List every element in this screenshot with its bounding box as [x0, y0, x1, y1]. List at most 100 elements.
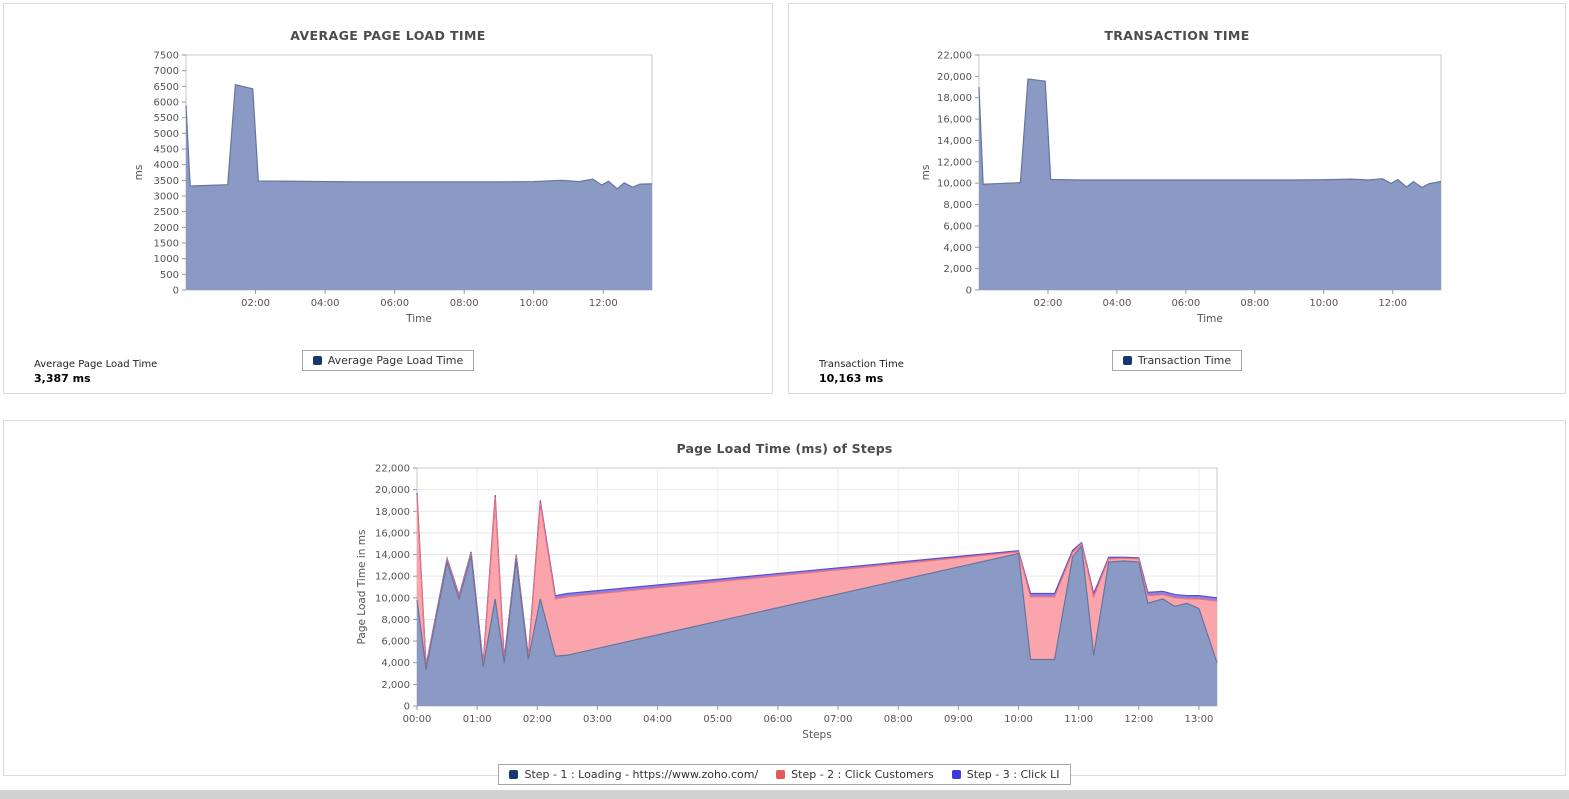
legend-label: Step - 3 : Click LI — [966, 768, 1060, 781]
legend-marker-icon — [1122, 356, 1132, 365]
summary-value: 10,163 ms — [819, 372, 884, 385]
legend-label: Transaction Time — [1137, 354, 1232, 367]
legend-row: Transaction Time — [789, 350, 1565, 371]
svg-text:4,000: 4,000 — [381, 658, 410, 669]
svg-text:11:00: 11:00 — [1064, 714, 1093, 725]
legend-row: Step - 1 : Loading - https://www.zoho.co… — [4, 764, 1565, 785]
svg-text:02:00: 02:00 — [1034, 298, 1063, 309]
svg-text:3000: 3000 — [154, 192, 179, 203]
svg-text:10,000: 10,000 — [937, 179, 972, 190]
svg-text:12,000: 12,000 — [937, 157, 972, 168]
svg-text:09:00: 09:00 — [943, 714, 972, 725]
svg-text:14,000: 14,000 — [375, 550, 410, 561]
svg-text:7000: 7000 — [154, 66, 179, 77]
steps-chart: 0 2,000 4,000 6,000 8,000 10,000 12,000 14,000 1… — [356, 464, 1218, 741]
legend-marker-icon — [951, 770, 961, 779]
svg-text:7500: 7500 — [154, 51, 179, 62]
panel-average-page-load: AVERAGE PAGE LOAD TIME 0 500 1000 1500 2000 2… — [3, 3, 773, 394]
svg-text:02:00: 02:00 — [522, 714, 551, 725]
svg-text:20,000: 20,000 — [937, 72, 972, 83]
legend-marker-icon — [776, 770, 786, 779]
svg-text:05:00: 05:00 — [703, 714, 732, 725]
svg-text:04:00: 04:00 — [643, 714, 672, 725]
svg-text:500: 500 — [160, 270, 179, 281]
svg-text:10:00: 10:00 — [519, 298, 548, 309]
svg-text:10,000: 10,000 — [375, 593, 410, 604]
svg-text:22,000: 22,000 — [937, 51, 972, 62]
svg-text:1000: 1000 — [154, 254, 179, 265]
svg-text:03:00: 03:00 — [583, 714, 612, 725]
average-page-load-summary: Average Page Load Time 3,387 ms — [34, 359, 157, 385]
svg-text:06:00: 06:00 — [763, 714, 792, 725]
legend-entry[interactable]: Step - 2 : Click Customers — [776, 768, 934, 781]
svg-text:0: 0 — [966, 286, 972, 297]
svg-text:13:00: 13:00 — [1184, 714, 1213, 725]
panel-steps: Page Load Time (ms) of Steps 0 2,000 4,000… — [3, 420, 1566, 785]
svg-text:0: 0 — [403, 702, 409, 713]
svg-text:08:00: 08:00 — [450, 298, 479, 309]
svg-text:6000: 6000 — [154, 98, 179, 109]
svg-text:14,000: 14,000 — [937, 136, 972, 147]
svg-text:Time: Time — [405, 313, 432, 325]
svg-text:5000: 5000 — [154, 129, 179, 140]
svg-text:08:00: 08:00 — [883, 714, 912, 725]
svg-text:0: 0 — [173, 286, 179, 297]
summary-value: 3,387 ms — [34, 372, 91, 385]
legend-entry[interactable]: Average Page Load Time — [312, 354, 464, 367]
summary-label: Average Page Load Time — [34, 359, 158, 370]
svg-text:ms: ms — [920, 165, 932, 181]
steps-legend: Step - 1 : Loading - https://www.zoho.co… — [498, 764, 1071, 785]
svg-text:04:00: 04:00 — [1102, 298, 1131, 309]
svg-text:18,000: 18,000 — [375, 507, 410, 518]
svg-text:22,000: 22,000 — [375, 464, 410, 475]
legend-marker-icon — [509, 770, 519, 779]
legend-marker-icon — [312, 356, 322, 365]
page-footer-strip — [0, 790, 1569, 799]
average-page-load-legend: Average Page Load Time — [301, 350, 475, 371]
svg-text:02:00: 02:00 — [241, 298, 270, 309]
svg-text:Steps: Steps — [802, 729, 831, 741]
legend-entry[interactable]: Step - 3 : Click LI — [951, 768, 1060, 781]
transaction-time-summary: Transaction Time 10,163 ms — [819, 359, 904, 385]
svg-text:6,000: 6,000 — [381, 637, 410, 648]
legend-label: Step - 2 : Click Customers — [791, 768, 934, 781]
panel-transaction-time: TRANSACTION TIME 0 2,000 4,000 6,000 8,000 10… — [788, 3, 1566, 394]
svg-text:2,000: 2,000 — [943, 264, 972, 275]
summary-label: Transaction Time — [819, 359, 904, 370]
svg-text:4500: 4500 — [154, 145, 179, 156]
svg-text:12:00: 12:00 — [589, 298, 618, 309]
svg-text:12,000: 12,000 — [375, 572, 410, 583]
svg-text:8,000: 8,000 — [943, 200, 972, 211]
legend-label: Step - 1 : Loading - https://www.zoho.co… — [524, 768, 759, 781]
top-row: AVERAGE PAGE LOAD TIME 0 500 1000 1500 2000 2… — [3, 3, 1566, 394]
svg-text:07:00: 07:00 — [823, 714, 852, 725]
svg-text:20,000: 20,000 — [375, 485, 410, 496]
svg-text:2500: 2500 — [154, 207, 179, 218]
svg-text:4,000: 4,000 — [943, 243, 972, 254]
svg-text:18,000: 18,000 — [937, 93, 972, 104]
svg-text:00:00: 00:00 — [402, 714, 431, 725]
svg-text:04:00: 04:00 — [311, 298, 340, 309]
chart-title-average-page-load: AVERAGE PAGE LOAD TIME — [290, 28, 486, 43]
legend-entry[interactable]: Step - 1 : Loading - https://www.zoho.co… — [509, 768, 758, 781]
svg-text:16,000: 16,000 — [375, 528, 410, 539]
svg-text:12:00: 12:00 — [1124, 714, 1153, 725]
svg-text:8,000: 8,000 — [381, 615, 410, 626]
svg-text:5500: 5500 — [154, 113, 179, 124]
svg-text:06:00: 06:00 — [380, 298, 409, 309]
svg-text:12:00: 12:00 — [1378, 298, 1407, 309]
svg-text:6500: 6500 — [154, 82, 179, 93]
transaction-time-chart: 0 2,000 4,000 6,000 8,000 10,000 12,000 14,000 1… — [920, 51, 1442, 325]
svg-text:6,000: 6,000 — [943, 221, 972, 232]
legend-row: Average Page Load Time — [4, 350, 772, 371]
legend-entry[interactable]: Transaction Time — [1122, 354, 1232, 367]
legend-label: Average Page Load Time — [327, 354, 464, 367]
svg-text:2,000: 2,000 — [381, 680, 410, 691]
chart-title-transaction-time: TRANSACTION TIME — [1104, 28, 1250, 43]
svg-text:3500: 3500 — [154, 176, 179, 187]
svg-text:ms: ms — [133, 165, 145, 181]
chart-title-steps: Page Load Time (ms) of Steps — [676, 441, 893, 456]
svg-text:10:00: 10:00 — [1004, 714, 1033, 725]
svg-text:10:00: 10:00 — [1309, 298, 1338, 309]
svg-text:01:00: 01:00 — [462, 714, 491, 725]
